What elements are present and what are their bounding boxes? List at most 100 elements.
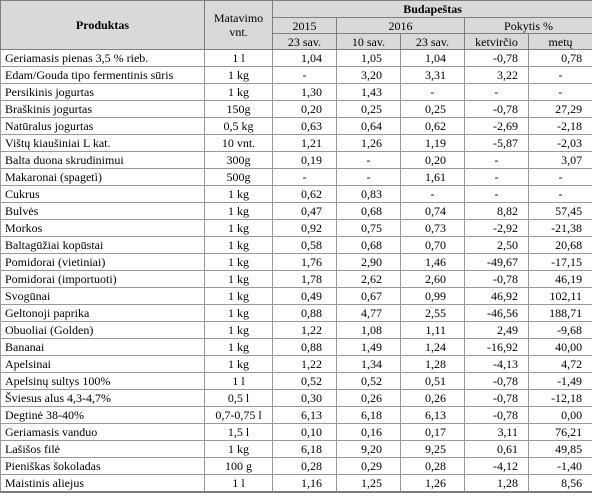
unit-cell: 1 kg [204,219,273,237]
year-change-cell: - [527,66,592,84]
unit-cell: 1 kg [204,304,273,322]
price-2016-week10-cell: 1,25 [336,474,401,493]
year-change-cell: 102,11 [527,287,592,305]
year-change-cell: -17,15 [527,253,592,271]
product-name-cell: Makaronai (spagetì) [0,168,205,186]
price-2016-week23-cell: 1,28 [400,355,465,373]
unit-cell: 1 kg [204,83,273,101]
table-row: Balta duona skrudinimui 300g 0,19-0,20-3,0… [0,151,592,169]
product-name-cell: Natūralus jogurtas [0,117,205,135]
unit-cell: 1 kg [204,287,273,305]
product-name-cell: Geriamasis pienas 3,5 % rieb. [0,49,205,67]
table-row: Maistinis aliejus 1 l 1,16 1,25 1,26 1,28 8,56 [0,474,592,493]
price-2015-week23-cell: 0,30 [272,389,337,407]
price-2015-week23-cell: 1,04 [272,49,337,67]
table-row: Baltagūžiai kopūstai 1 kg 0,58 0,68 0,70 2,50… [0,236,592,254]
table-row: Natūralus jogurtas 0,5 kg 0,63 0,64 0,62 -2,6… [0,117,592,135]
week23-2016-header: 23 sav. [400,33,465,50]
year-change-cell: 4,72 [527,355,592,373]
product-name-cell: Braškinis jogurtas [0,100,205,118]
product-name-cell: Šviesus alus 4,3-4,7% [0,389,205,407]
unit-cell: 1 kg [204,185,273,203]
price-2016-week10-cell: 0,29 [336,457,401,475]
quarter-change-cell: 2,49 [464,321,529,339]
quarter-change-cell: -0,78 [464,100,529,118]
year-change-cell: 0,78 [527,49,592,67]
price-2016-week10-cell: 1,05 [336,49,401,67]
product-name-cell: Obuoliai (Golden) [0,321,205,339]
price-2016-week10-cell: 4,77 [336,304,401,322]
year-change-cell: 57,45 [527,202,592,220]
price-2015-week23-cell: 1,22 [272,355,337,373]
unit-cell: 1 kg [204,270,273,288]
unit-cell: 100 g [204,457,273,475]
product-name-cell: Geltonoji paprika [0,304,205,322]
price-2016-week10-cell: - [336,151,401,169]
unit-cell: 1 kg [204,253,273,271]
product-name-cell: Geriamasis vanduo [0,423,205,441]
price-2015-week23-cell: 0,28 [272,457,337,475]
quarter-change-cell: -2,69 [464,117,529,135]
quarter-change-cell: 3,11 [464,423,529,441]
price-2016-week23-cell: 1,19 [400,134,465,152]
product-header: Produktas [0,0,205,50]
year-change-cell: 76,21 [527,423,592,441]
table-row: Braškinis jogurtas 150g 0,20 0,25 0,25 -0,78 2… [0,100,592,118]
price-2016-week23-cell: 0,51 [400,372,465,390]
price-2016-week23-cell: 0,28 [400,457,465,475]
year-change-cell: -9,68 [527,321,592,339]
year-change-cell: -2,03 [527,134,592,152]
region-header: Budapeštas [271,0,592,18]
price-2016-week23-cell: - [400,185,465,203]
unit-cell: 1 kg [204,202,273,220]
price-2015-week23-cell: 1,22 [272,321,337,339]
quarter-change-cell: 8,82 [464,202,529,220]
year-change-cell: - [527,83,592,101]
table-row: Makaronai (spagetì) 500g - -1,61- - [0,168,592,186]
product-name-cell: Cukrus [0,185,205,203]
week23-2015-header: 23 sav. [272,33,337,50]
unit-header-line2: vnt. [229,25,248,39]
price-2015-week23-cell: 6,18 [272,440,337,458]
product-name-cell: Lašišos filė [0,440,205,458]
year-change-cell: 27,29 [527,100,592,118]
unit-cell: 1 l [204,474,273,493]
unit-cell: 1 kg [204,355,273,373]
price-2016-week23-cell: 1,46 [400,253,465,271]
unit-header-line1: Matavimo [213,11,264,25]
price-2016-week23-cell: 0,62 [400,117,465,135]
product-name-cell: Apelsinai [0,355,205,373]
year-2016-header: 2016 [336,17,465,34]
unit-cell: 1 kg [204,338,273,356]
price-2016-week10-cell: 1,43 [336,83,401,101]
product-name-cell: Morkos [0,219,205,237]
quarter-change-cell: - [464,83,529,101]
product-name-cell: Degtinė 38-40% [0,406,205,424]
quarter-change-cell: 2,50 [464,236,529,254]
quarter-change-cell: 1,28 [464,474,529,493]
quarter-change-cell: -49,67 [464,253,529,271]
product-name-cell: Vištų kiaušiniai L kat. [0,134,205,152]
table-row: Geriamasis pienas 3,5 % rieb. 1 l 1,04 1,05… [0,49,592,67]
unit-cell: 1,5 l [204,423,273,441]
quarter-change-cell: -4,12 [464,457,529,475]
quarter-change-cell: -0,78 [464,372,529,390]
price-2015-week23-cell: 1,16 [272,474,337,493]
table-row: Lašišos filė 1 kg 6,18 9,20 9,25 0,61 49,85 [0,440,592,458]
year-change-cell: 0,00 [527,406,592,424]
price-2016-week10-cell: 0,64 [336,117,401,135]
quarter-change-cell: -0,78 [464,389,529,407]
year-change-cell: -21,38 [527,219,592,237]
price-2016-week23-cell: - [400,83,465,101]
year-change-cell: 3,07 [527,151,592,169]
price-2016-week10-cell: 0,52 [336,372,401,390]
unit-cell: 0,7-0,75 l [204,406,273,424]
unit-cell: 150g [204,100,273,118]
product-name-cell: Apelsinų sultys 100% [0,372,205,390]
table-row: Apelsinai 1 kg 1,22 1,34 1,28 -4,13 4,72 [0,355,592,373]
price-2016-week23-cell: 2,60 [400,270,465,288]
unit-cell: 1 kg [204,321,273,339]
price-2016-week10-cell: 2,62 [336,270,401,288]
price-2015-week23-cell: 0,47 [272,202,337,220]
